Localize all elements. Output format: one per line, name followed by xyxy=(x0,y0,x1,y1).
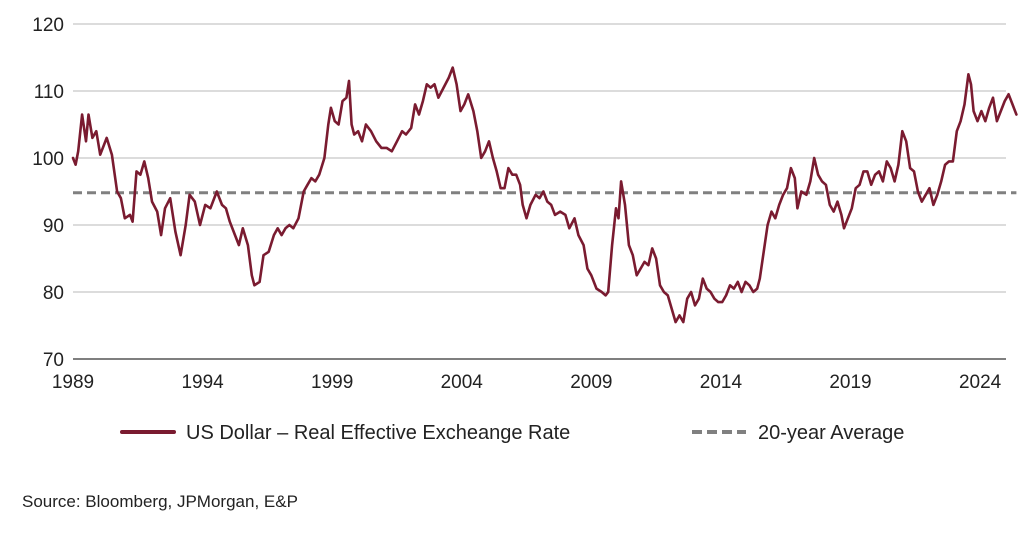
legend: US Dollar – Real Effective Excheange Rat… xyxy=(120,422,904,444)
x-tick-label: 1999 xyxy=(311,372,353,393)
x-tick-label: 2019 xyxy=(829,372,871,393)
x-tick-label: 2024 xyxy=(959,372,1002,393)
line-chart: 70 80 90 100 110 120 1989 1994 1999 2004 2009 2014… xyxy=(32,15,1018,444)
legend-label-rer: US Dollar – Real Effective Excheange Rat… xyxy=(186,422,570,444)
series-line-us-dollar-rer xyxy=(71,66,1018,324)
x-tick-label: 2004 xyxy=(441,372,484,393)
y-tick-label: 70 xyxy=(43,350,64,371)
x-tick-label: 2014 xyxy=(700,372,743,393)
x-axis-tick-labels: 1989 1994 1999 2004 2009 2014 2019 2024 xyxy=(52,372,1002,393)
y-axis-tick-labels: 70 80 90 100 110 120 xyxy=(32,15,64,371)
y-tick-label: 90 xyxy=(43,216,64,237)
series-layer xyxy=(71,66,1018,324)
legend-label-average: 20-year Average xyxy=(758,422,904,444)
y-tick-label: 100 xyxy=(32,149,64,170)
y-tick-label: 120 xyxy=(32,15,64,36)
x-tick-label: 1994 xyxy=(181,372,224,393)
y-tick-label: 110 xyxy=(34,82,64,103)
x-tick-label: 2009 xyxy=(570,372,612,393)
source-note: Source: Bloomberg, JPMorgan, E&P xyxy=(22,492,298,511)
gridlines xyxy=(73,23,1006,360)
x-tick-label: 1989 xyxy=(52,372,94,393)
y-tick-label: 80 xyxy=(43,283,64,304)
